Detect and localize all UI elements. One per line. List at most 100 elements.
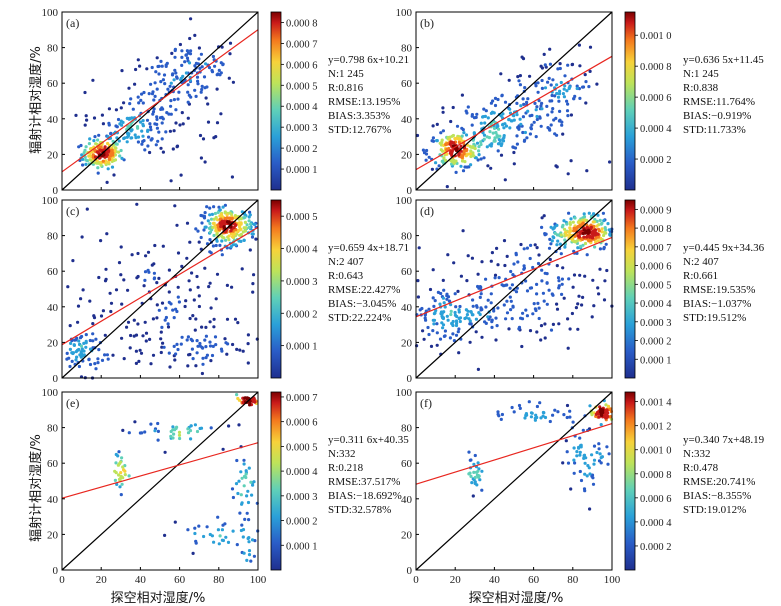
data-point bbox=[539, 124, 543, 128]
data-point bbox=[476, 272, 480, 276]
data-point bbox=[246, 489, 250, 493]
data-point bbox=[567, 211, 571, 215]
data-point bbox=[433, 299, 437, 303]
data-point bbox=[561, 266, 565, 270]
data-point bbox=[441, 316, 445, 320]
panel-b: 0 20 40 60 80 100 (b) 0.001 0 0.000 8 0.000 6 0.00… bbox=[396, 7, 765, 197]
data-point bbox=[594, 240, 598, 244]
data-point bbox=[495, 324, 499, 328]
data-point bbox=[230, 175, 234, 179]
y-tick-label: 0 bbox=[407, 185, 413, 197]
data-point bbox=[441, 326, 445, 330]
data-point bbox=[573, 94, 577, 98]
data-point bbox=[543, 336, 547, 340]
data-point bbox=[194, 364, 198, 368]
data-point bbox=[181, 74, 185, 78]
data-point bbox=[91, 322, 95, 326]
data-point bbox=[203, 211, 207, 215]
data-point bbox=[231, 529, 235, 533]
data-point bbox=[187, 353, 191, 357]
data-point bbox=[74, 338, 78, 342]
data-point bbox=[125, 140, 129, 144]
data-point bbox=[454, 305, 458, 309]
data-point bbox=[551, 107, 555, 111]
panel-tag: (a) bbox=[66, 16, 79, 30]
data-point bbox=[583, 274, 587, 278]
data-point bbox=[180, 335, 184, 339]
data-point bbox=[598, 218, 602, 222]
data-point bbox=[501, 122, 505, 126]
data-point bbox=[537, 316, 541, 321]
data-point bbox=[441, 296, 445, 300]
data-point bbox=[244, 475, 248, 480]
data-point bbox=[427, 332, 431, 337]
x-axis-label-right: 探空相对湿度/% bbox=[469, 590, 564, 606]
data-point bbox=[558, 109, 562, 113]
data-point bbox=[488, 130, 492, 134]
data-point bbox=[66, 285, 70, 289]
data-point bbox=[471, 304, 475, 308]
colorbar bbox=[270, 11, 282, 191]
data-point bbox=[96, 138, 100, 142]
data-point bbox=[560, 282, 564, 286]
data-point bbox=[147, 92, 151, 96]
data-point bbox=[417, 246, 421, 250]
data-point bbox=[460, 159, 465, 163]
y-tick-label: 60 bbox=[47, 458, 59, 470]
data-point bbox=[588, 507, 592, 511]
data-point bbox=[548, 237, 552, 241]
data-point bbox=[245, 223, 249, 227]
data-point bbox=[146, 128, 150, 132]
data-point bbox=[172, 98, 176, 102]
data-point bbox=[481, 115, 485, 119]
data-point bbox=[592, 212, 596, 216]
data-point bbox=[170, 51, 174, 56]
data-point bbox=[196, 79, 200, 83]
data-point bbox=[251, 290, 255, 294]
data-point bbox=[139, 98, 143, 102]
data-point bbox=[69, 341, 73, 345]
data-point bbox=[202, 534, 206, 539]
data-point bbox=[449, 150, 454, 154]
data-point bbox=[238, 511, 242, 515]
data-point bbox=[461, 128, 465, 132]
data-point bbox=[439, 131, 443, 135]
data-point bbox=[136, 322, 140, 326]
data-point bbox=[122, 357, 126, 361]
data-point bbox=[119, 245, 123, 249]
data-point bbox=[245, 558, 249, 563]
data-point bbox=[210, 534, 214, 538]
data-point bbox=[585, 169, 589, 173]
data-point bbox=[432, 304, 436, 308]
data-point bbox=[447, 299, 451, 303]
data-point bbox=[78, 336, 83, 340]
data-point bbox=[75, 355, 79, 359]
data-point bbox=[510, 119, 514, 123]
data-point bbox=[118, 154, 122, 158]
data-point bbox=[499, 72, 503, 76]
data-point bbox=[153, 94, 157, 98]
data-point bbox=[126, 320, 131, 324]
data-point bbox=[81, 157, 85, 161]
data-point bbox=[157, 130, 161, 134]
data-point bbox=[104, 159, 108, 163]
data-point bbox=[548, 62, 553, 66]
data-point bbox=[186, 528, 190, 532]
data-point bbox=[247, 553, 252, 557]
data-point bbox=[201, 346, 205, 350]
data-point bbox=[84, 333, 88, 337]
data-point bbox=[153, 122, 157, 126]
data-point bbox=[159, 80, 163, 84]
data-point bbox=[566, 346, 570, 350]
data-point bbox=[163, 318, 167, 322]
data-point bbox=[558, 242, 562, 246]
data-point bbox=[511, 145, 515, 149]
data-point bbox=[105, 180, 109, 184]
data-point bbox=[535, 404, 540, 409]
data-point bbox=[540, 107, 544, 111]
data-point bbox=[164, 306, 168, 310]
data-point bbox=[522, 139, 527, 143]
data-point bbox=[434, 161, 438, 165]
data-point bbox=[173, 47, 177, 51]
data-point bbox=[493, 136, 497, 140]
